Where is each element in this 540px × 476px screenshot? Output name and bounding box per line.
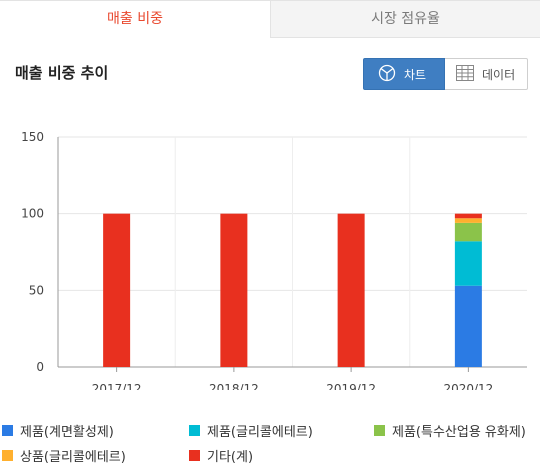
y-tick-label: 100 — [21, 207, 44, 221]
legend-label: 기타(계) — [207, 450, 254, 465]
legend-swatch — [189, 450, 200, 461]
bar-segment — [454, 241, 482, 286]
y-tick-label: 150 — [21, 130, 44, 144]
x-tick-label: 2018/12 — [209, 382, 259, 390]
table-icon — [456, 64, 474, 84]
legend-label: 상품(글리콜에테르) — [20, 450, 126, 465]
legend-label: 제품(글리콜에테르) — [207, 425, 313, 440]
legend-swatch — [189, 425, 200, 436]
bar-segment — [454, 213, 482, 219]
legend-label: 제품(특수산업용 유화제) — [392, 425, 526, 440]
data-view-label: 데이터 — [482, 67, 516, 82]
stacked-bar-chart: 0 50 100 150 2017/12 2018/12 2019/12 2020/12 — [21, 130, 527, 390]
tab-sales-share[interactable]: 매출 비중 — [0, 0, 271, 38]
legend-item[interactable]: 기타(계) — [189, 446, 253, 465]
chart-view-button[interactable]: 차트 — [363, 58, 445, 90]
bar-segment — [454, 218, 482, 223]
y-tick-label: 50 — [29, 283, 44, 297]
pie-chart-icon — [378, 64, 396, 85]
legend-item[interactable]: 제품(계면활성제) — [2, 421, 114, 440]
bar-segment — [220, 213, 248, 367]
bar-segment — [103, 213, 131, 367]
legend-swatch — [2, 425, 13, 436]
bar-segment — [454, 222, 482, 242]
y-tick-label: 0 — [36, 360, 44, 374]
legend-swatch — [374, 425, 385, 436]
tab-bar: 매출 비중 시장 점유율 — [0, 0, 540, 38]
bar-segment — [454, 285, 482, 367]
legend-item[interactable]: 제품(글리콜에테르) — [189, 421, 313, 440]
x-tick-label: 2020/12 — [443, 382, 493, 390]
section-title: 매출 비중 추이 — [15, 64, 109, 82]
legend-label: 제품(계면활성제) — [20, 425, 114, 440]
legend-swatch — [2, 450, 13, 461]
legend-item[interactable]: 제품(특수산업용 유화제) — [374, 421, 526, 440]
tab-market-share[interactable]: 시장 점유율 — [271, 0, 540, 38]
x-tick-label: 2017/12 — [92, 382, 142, 390]
legend-item[interactable]: 상품(글리콜에테르) — [2, 446, 126, 465]
data-view-button[interactable]: 데이터 — [445, 58, 528, 90]
chart-view-label: 차트 — [404, 67, 427, 82]
bar-segment — [337, 213, 365, 367]
x-tick-label: 2019/12 — [326, 382, 376, 390]
